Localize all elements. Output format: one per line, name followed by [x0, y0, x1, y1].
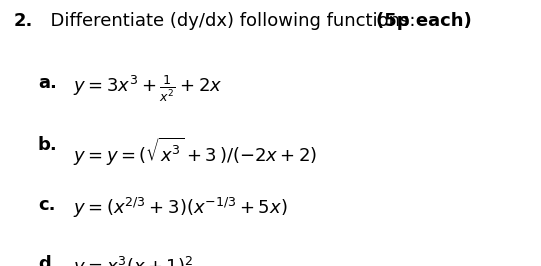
Text: $y = x^3(x + 1)^2$: $y = x^3(x + 1)^2$: [62, 255, 194, 266]
Text: c.: c.: [38, 196, 55, 214]
Text: $y = y = (\sqrt{x^3} + 3\,)/(-2x + 2)$: $y = y = (\sqrt{x^3} + 3\,)/(-2x + 2)$: [62, 136, 318, 168]
Text: a.: a.: [38, 74, 57, 93]
Text: 2.: 2.: [14, 12, 33, 30]
Text: (5p each): (5p each): [376, 12, 472, 30]
Text: $y = (x^{2/3} + 3)(x^{-1/3} + 5x)$: $y = (x^{2/3} + 3)(x^{-1/3} + 5x)$: [62, 196, 288, 220]
Text: Differentiate (dy/dx) following functions:: Differentiate (dy/dx) following function…: [39, 12, 422, 30]
Text: d.: d.: [38, 255, 57, 266]
Text: $y = 3x^3 + \frac{1}{x^2} + 2x$: $y = 3x^3 + \frac{1}{x^2} + 2x$: [62, 74, 222, 105]
Text: b.: b.: [38, 136, 58, 154]
